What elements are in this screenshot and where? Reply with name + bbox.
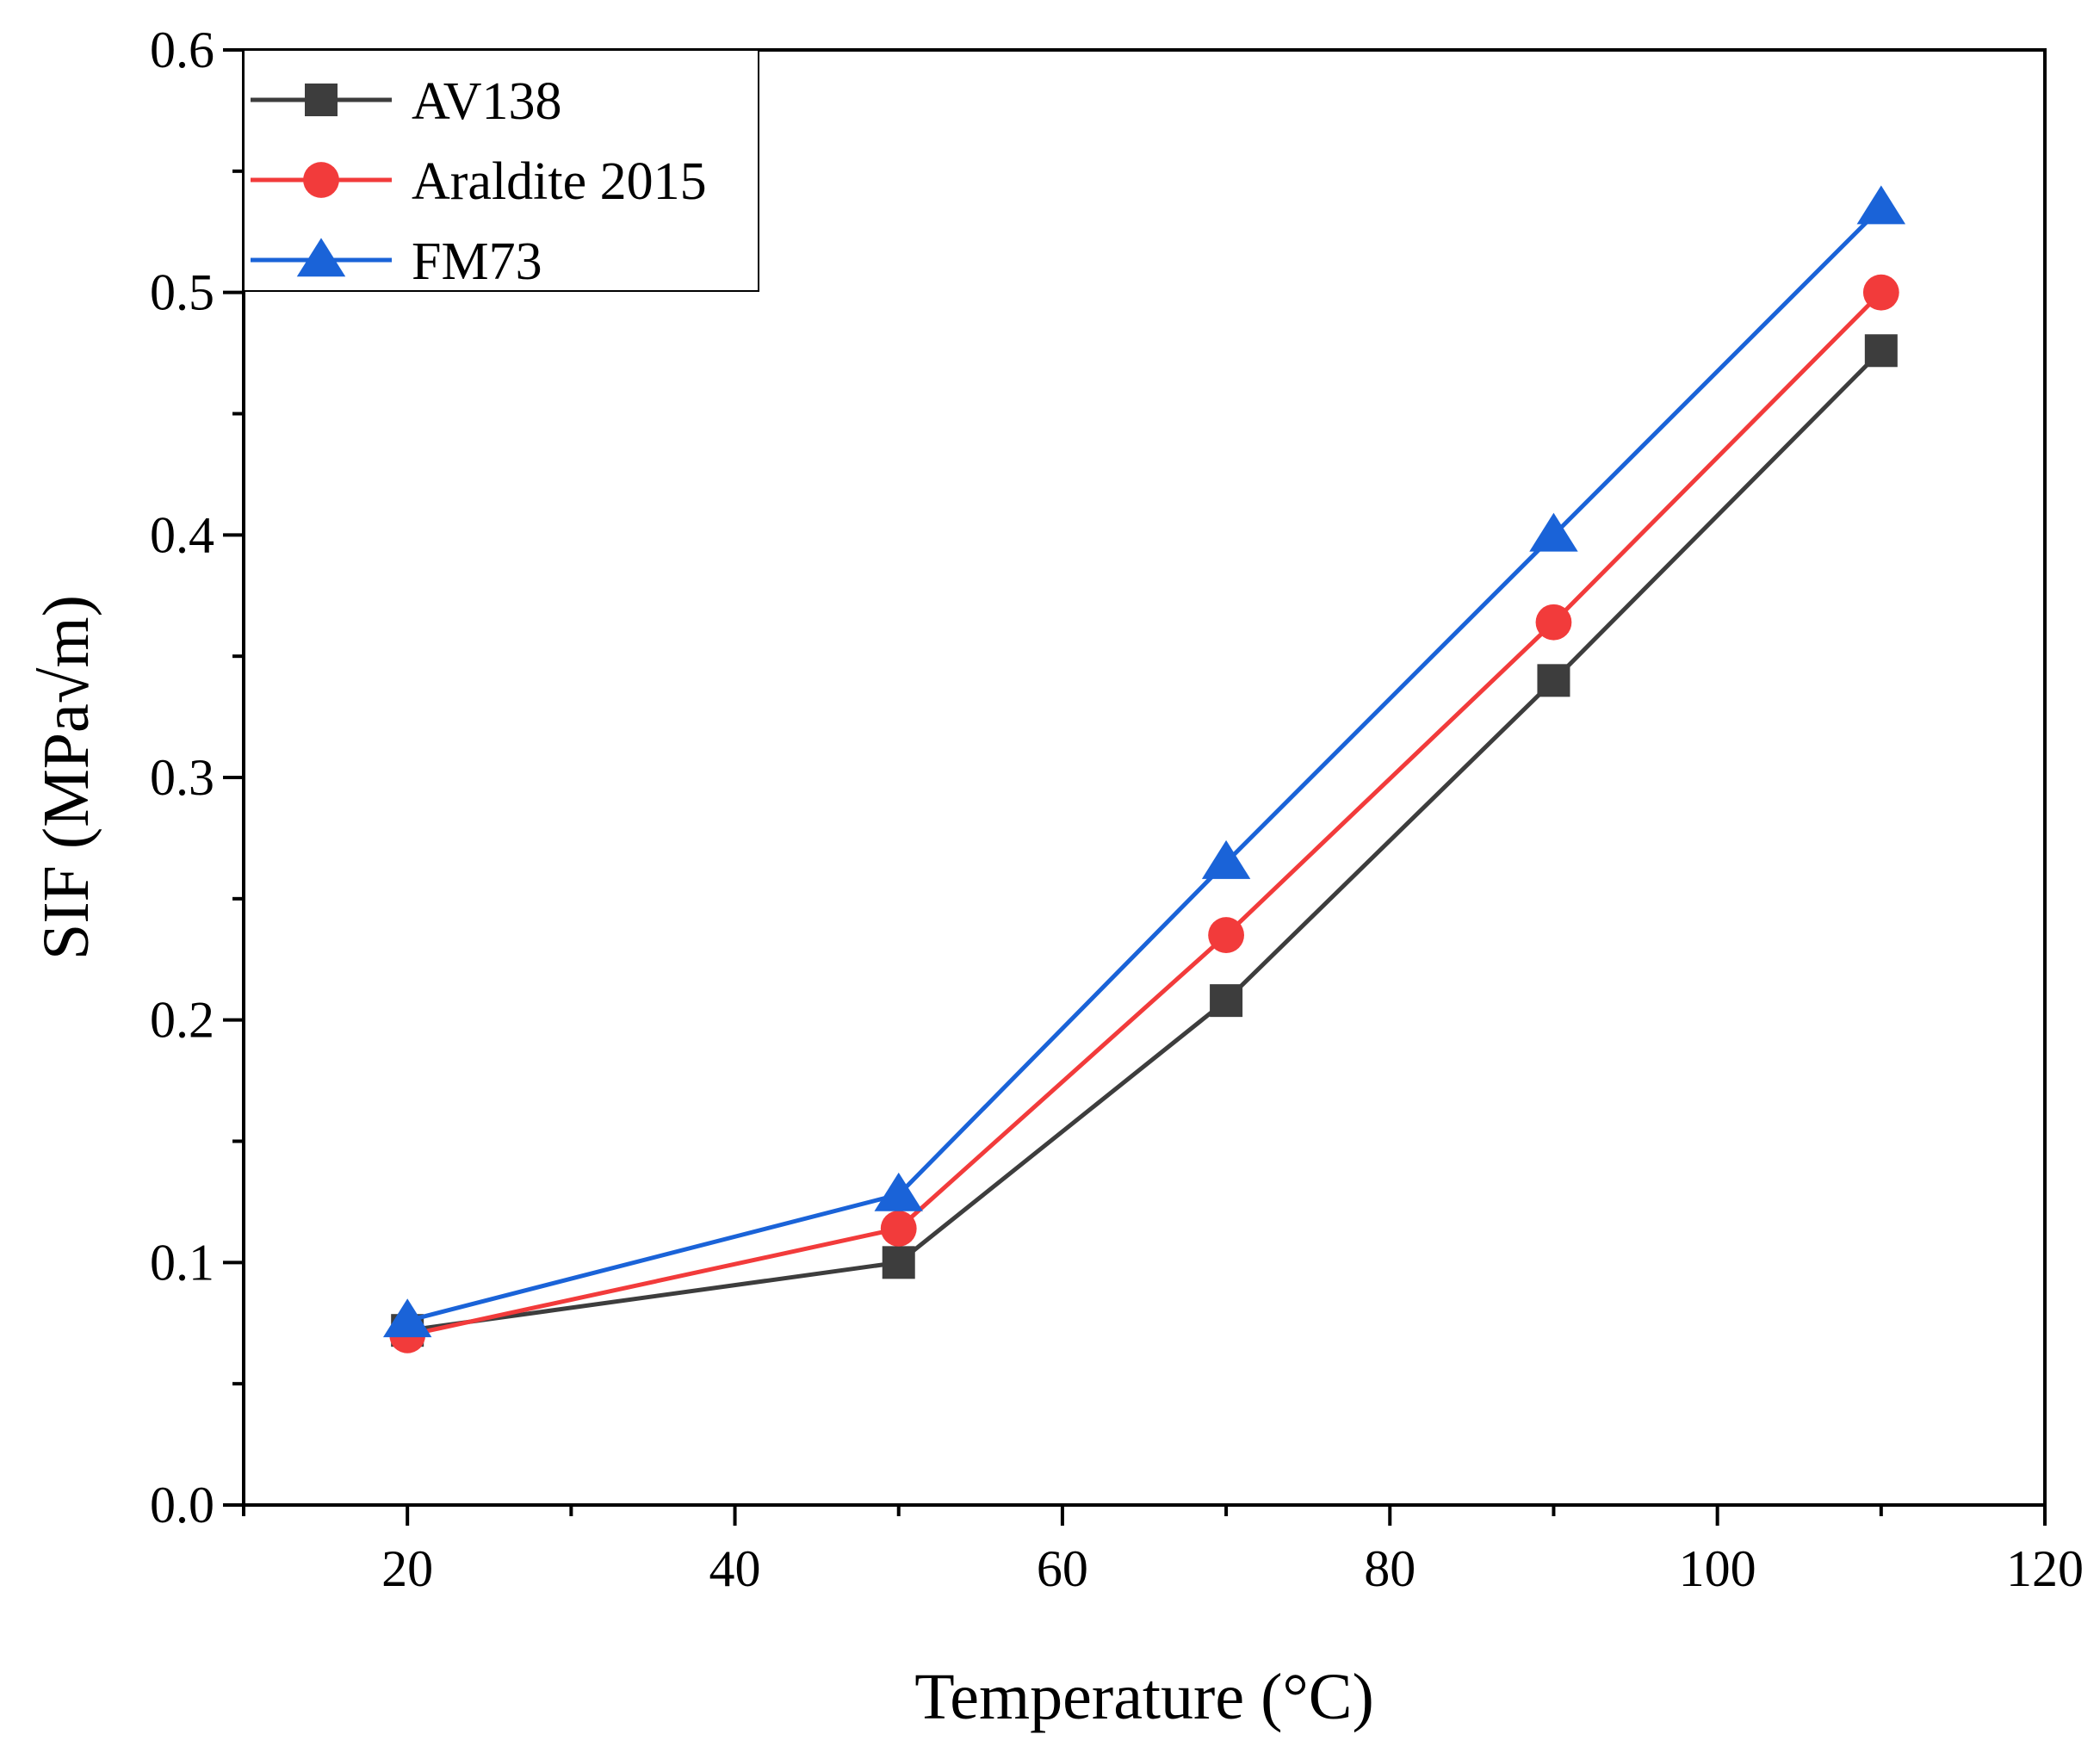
y-axis: 0.0 0.1 0.2 0.3 0.4 0.5 0.6 [150, 22, 244, 1533]
y-tick-label: 0.6 [150, 22, 214, 78]
legend: AV138 Araldite 2015 FM73 [243, 49, 759, 292]
data-point-circle [1535, 604, 1572, 641]
legend-item: Araldite 2015 [251, 152, 707, 211]
x-axis-title: Temperature (°C) [914, 1661, 1374, 1733]
data-point-triangle [1856, 185, 1906, 225]
series-line [406, 290, 1883, 1338]
series-line [406, 206, 1883, 1323]
series-2 [382, 185, 1906, 1338]
data-point-square [305, 84, 338, 116]
legend-item: FM73 [251, 232, 542, 291]
data-point-square [1537, 664, 1570, 697]
data-point-circle [880, 1211, 917, 1247]
legend-item: AV138 [251, 72, 562, 131]
data-point-triangle [1529, 512, 1578, 552]
y-tick-label: 0.1 [150, 1234, 214, 1291]
x-tick-label: 120 [2006, 1540, 2084, 1597]
legend-label: AV138 [412, 72, 562, 131]
x-axis: 20 40 60 80 100 120 [242, 1505, 2084, 1597]
data-point-triangle [874, 1172, 923, 1211]
data-point-circle [1208, 917, 1244, 953]
series-line [406, 349, 1883, 1333]
x-tick-label: 20 [381, 1540, 433, 1597]
y-tick-label: 0.4 [150, 506, 214, 563]
data-point-triangle [1201, 839, 1251, 879]
y-tick-label: 0.5 [150, 264, 214, 321]
x-tick-label: 40 [709, 1540, 761, 1597]
x-tick-label: 60 [1037, 1540, 1088, 1597]
y-axis-title: SIF (MPa√m) [30, 595, 102, 960]
legend-label: Araldite 2015 [412, 152, 707, 211]
series-0 [391, 334, 1898, 1347]
data-point-circle [1862, 274, 1899, 311]
data-point-circle [303, 162, 339, 198]
x-tick-label: 80 [1364, 1540, 1415, 1597]
y-tick-label: 0.2 [150, 992, 214, 1049]
data-point-square [1864, 334, 1898, 368]
legend-label: FM73 [412, 232, 542, 291]
y-tick-label: 0.0 [150, 1477, 214, 1533]
x-tick-label: 100 [1679, 1540, 1756, 1597]
series-group [382, 185, 1906, 1353]
data-point-square [1210, 984, 1243, 1018]
series-1 [389, 274, 1899, 1353]
data-point-triangle [296, 238, 346, 277]
data-point-triangle [382, 1298, 432, 1338]
data-point-square [882, 1246, 915, 1279]
y-tick-label: 0.3 [150, 749, 214, 806]
